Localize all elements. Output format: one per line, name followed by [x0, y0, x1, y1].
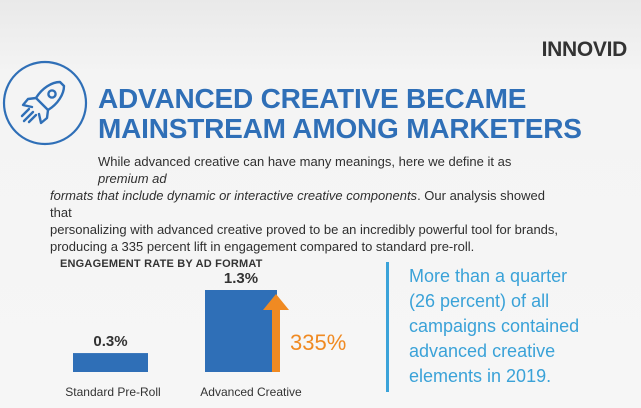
intro-emphasis: premium ad: [98, 171, 167, 186]
callout-text: More than a quarter (26 percent) of all …: [409, 264, 639, 389]
intro-line-1: While advanced creative can have many me…: [0, 153, 560, 187]
intro-emphasis: formats that include dynamic or interact…: [50, 188, 418, 203]
callout-line-2: (26 percent) of all: [409, 291, 550, 311]
bar-standard-pre-roll: [73, 353, 148, 372]
intro-paragraph: While advanced creative can have many me…: [0, 153, 560, 255]
intro-text: While advanced creative can have many me…: [98, 154, 512, 169]
chart-title: ENGAGEMENT RATE BY AD FORMAT: [60, 258, 263, 270]
callout-line-3: campaigns contained: [409, 316, 580, 336]
intro-line-2: formats that include dynamic or interact…: [0, 187, 560, 221]
callout-line-1: More than a quarter: [409, 266, 568, 286]
engagement-bar-chart: 0.3% Standard Pre-Roll 1.3% Advanced Creati…: [65, 270, 346, 399]
category-label: Advanced Creative: [200, 385, 302, 399]
intro-line-3: personalizing with advanced creative pro…: [50, 222, 559, 237]
lift-arrow-head: [263, 294, 289, 310]
category-label: Standard Pre-Roll: [65, 385, 160, 399]
bar-advanced-creative: [205, 290, 277, 372]
lift-label: 335%: [290, 330, 346, 355]
headline-line-2: MAINSTREAM AMONG MARKETERS: [98, 113, 582, 144]
page-title: ADVANCED CREATIVE BECAME MAINSTREAM AMON…: [98, 84, 598, 144]
callout-divider: [386, 262, 389, 392]
rocket-icon: [2, 60, 88, 146]
intro-line-4: producing a 335 percent lift in engageme…: [50, 239, 475, 254]
intro-text: . Our analysis showed that: [50, 188, 545, 220]
callout-line-4: advanced creative: [409, 341, 556, 361]
data-label: 1.3%: [224, 270, 258, 287]
callout-line-5: elements in 2019.: [409, 366, 552, 386]
data-label: 0.3%: [93, 333, 127, 350]
lift-arrow-shaft: [272, 308, 280, 372]
innovid-logo: INNOVID: [541, 38, 628, 61]
headline-line-1: ADVANCED CREATIVE BECAME: [98, 83, 527, 114]
